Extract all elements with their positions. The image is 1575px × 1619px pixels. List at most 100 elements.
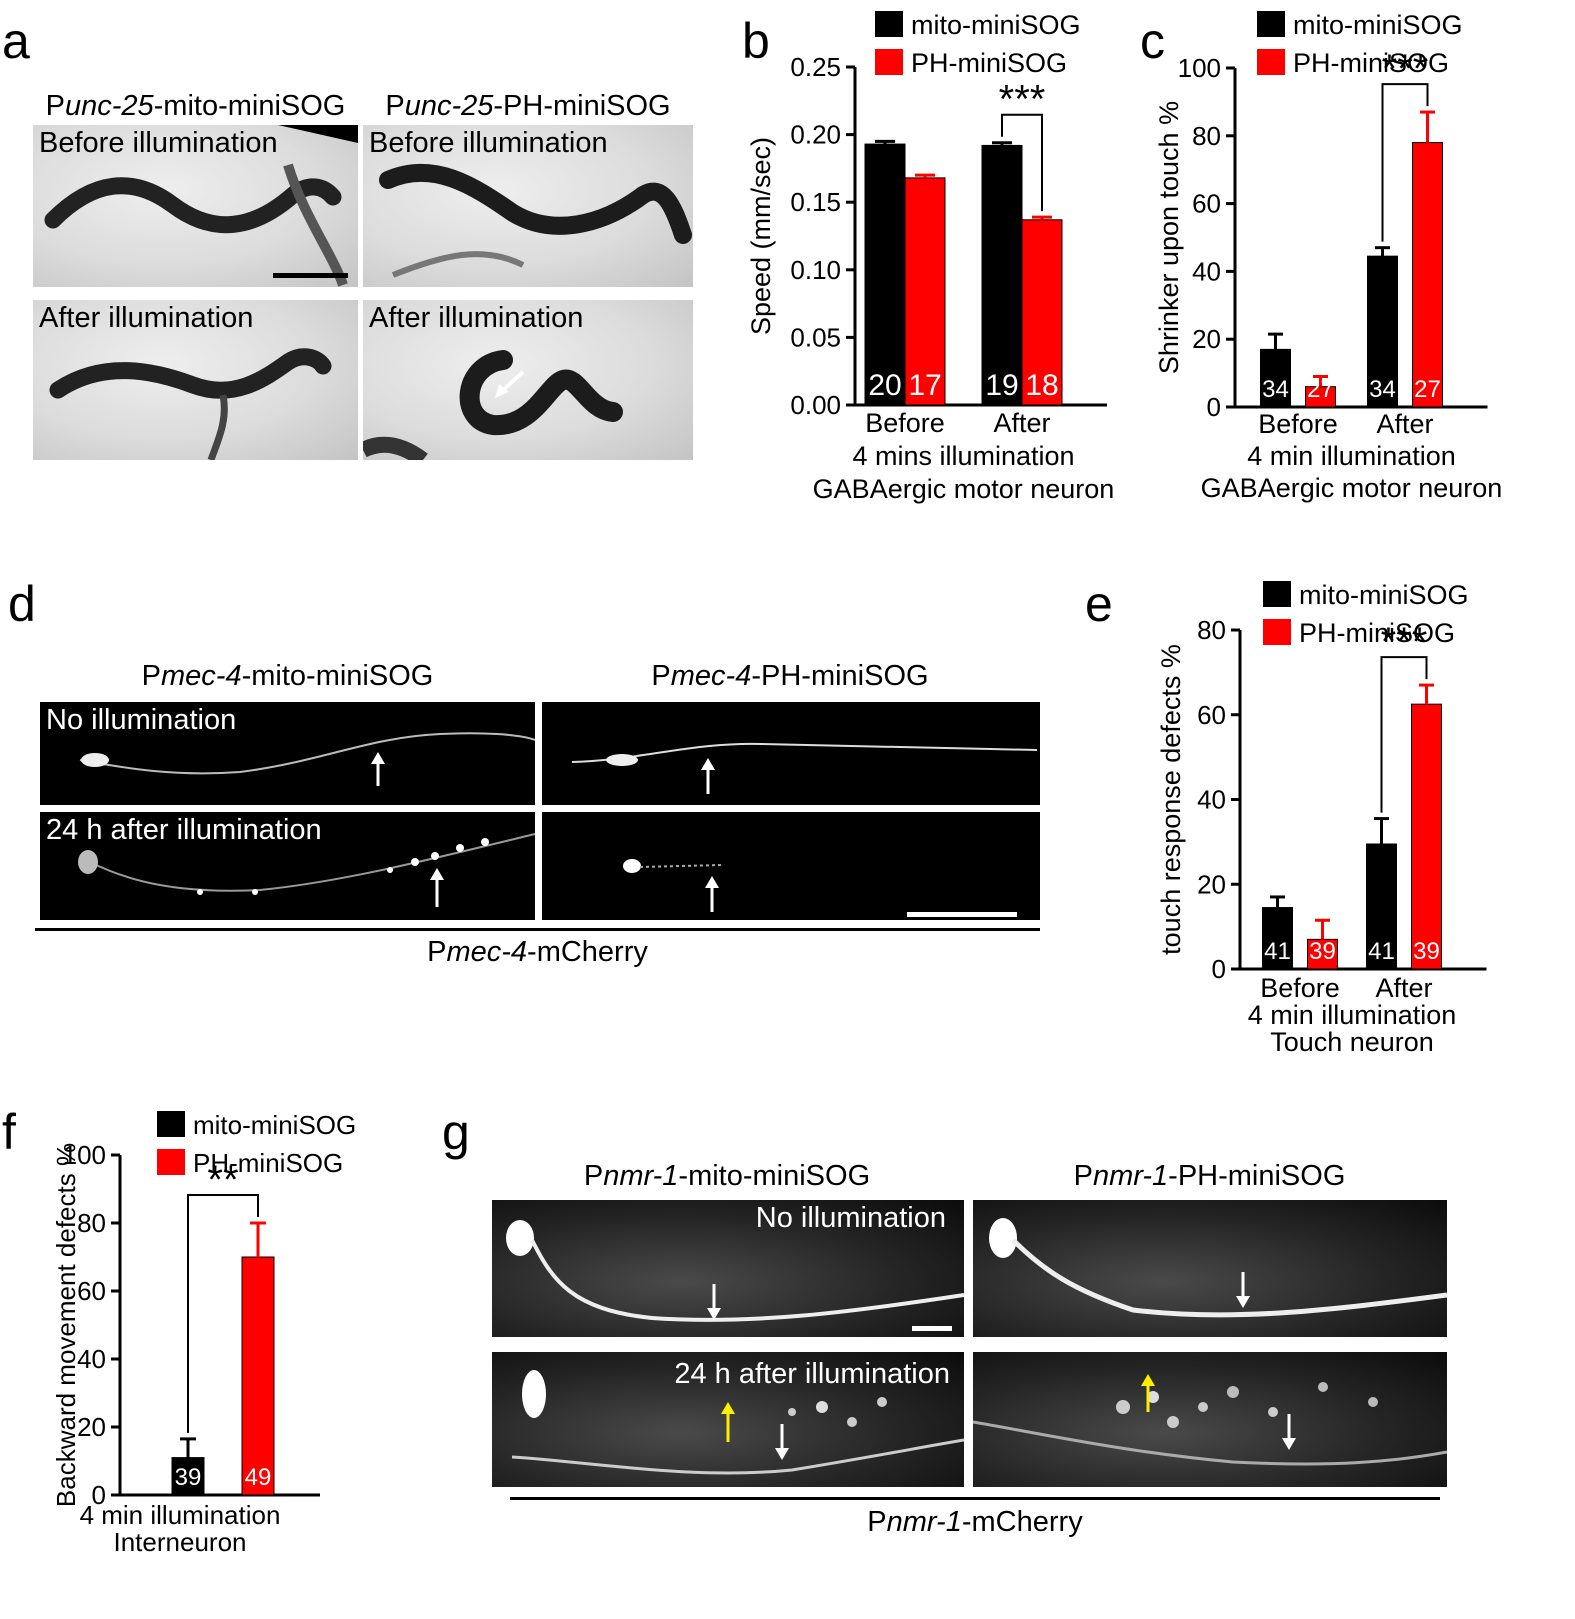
y-tick-label: 0.00 xyxy=(790,390,841,420)
n-label: 27 xyxy=(1414,376,1441,403)
n-label: 41 xyxy=(1368,938,1395,965)
panel-g-bottom-label: Pnmr-1-mCherry xyxy=(867,1506,1083,1538)
y-tick-label: 40 xyxy=(1192,256,1221,286)
panel-f-letter: f xyxy=(2,1104,16,1160)
y-tick-label: 80 xyxy=(77,1208,106,1238)
panel-e-letter: e xyxy=(1085,576,1113,632)
y-axis-label: touch response defects % xyxy=(1156,644,1186,955)
legend-label: mito-miniSOG xyxy=(911,10,1081,40)
y-tick-label: 20 xyxy=(1197,869,1226,899)
y-tick-label: 40 xyxy=(1197,785,1226,815)
n-label: 20 xyxy=(868,369,901,402)
y-tick-label: 0.15 xyxy=(790,187,841,217)
panel-a-photo-ph-before: Before illumination xyxy=(363,125,693,287)
y-tick-label: 0.10 xyxy=(790,255,841,285)
legend-swatch-mito-miniSOG xyxy=(1263,581,1291,607)
x-category-label: After xyxy=(1375,973,1432,1003)
panel-d-image-mito-24h: 24 h after illumination xyxy=(40,812,535,920)
x-category-label: After xyxy=(993,408,1050,438)
panel-g-col2-title: Pnmr-1-PH-miniSOG xyxy=(1073,1160,1346,1192)
panel-a-col1-title: Punc-25-mito-miniSOG xyxy=(45,90,346,122)
n-label: 49 xyxy=(245,1464,272,1491)
y-tick-label: 0 xyxy=(1207,392,1221,422)
y-axis-label: Backward movement defects % xyxy=(51,1143,81,1507)
panel-a-after-label: After illumination xyxy=(369,302,584,334)
x-axis-label-line: 4 min illumination xyxy=(1247,441,1456,471)
x-category-label: Before xyxy=(1260,973,1340,1003)
panel-d-col2-title: Pmec-4-PH-miniSOG xyxy=(651,660,929,692)
bar-PH-miniSOG-After xyxy=(1021,219,1063,406)
y-tick-label: 40 xyxy=(77,1344,106,1374)
legend-swatch-PH-miniSOG xyxy=(1257,49,1285,75)
significance-label: *** xyxy=(999,78,1046,122)
significance-bracket xyxy=(187,1194,259,1433)
panel-g-image-mito-24h: 24 h after illumination xyxy=(492,1352,964,1487)
bar-PH-miniSOG-Before xyxy=(1307,938,1338,970)
bar-PH-miniSOG-After xyxy=(1412,142,1443,408)
legend-swatch-mito-miniSOG xyxy=(875,11,903,37)
panel-a-letter: a xyxy=(2,13,30,69)
n-label: 34 xyxy=(1262,376,1289,403)
legend-swatch-PH-miniSOG xyxy=(1263,619,1291,645)
panel-d-col1-title: Pmec-4-mito-miniSOG xyxy=(141,660,434,692)
n-label: 18 xyxy=(1025,369,1058,402)
panel-a-before-label: Before illumination xyxy=(369,127,608,159)
legend-swatch-PH-miniSOG xyxy=(157,1149,185,1175)
bar-mito-miniSOG-After xyxy=(981,144,1023,406)
legend-label: PH-miniSOG xyxy=(911,48,1067,78)
panel-a-col2-title: Punc-25-PH-miniSOG xyxy=(385,90,671,122)
x-category-label: Before xyxy=(865,408,945,438)
n-label: 41 xyxy=(1264,938,1291,965)
n-label: 39 xyxy=(1413,938,1440,965)
panel-d-bottom-line xyxy=(35,928,1040,931)
y-tick-label: 0 xyxy=(1212,954,1226,984)
legend-label: PH-miniSOG xyxy=(193,1148,343,1178)
significance-bracket xyxy=(1380,656,1428,813)
bar-mito-miniSOG-Before xyxy=(864,143,906,406)
significance-bracket xyxy=(1381,83,1429,242)
legend-swatch-mito-miniSOG xyxy=(157,1111,185,1137)
panel-g-image-ph-no-illumination xyxy=(973,1200,1447,1337)
bar-mito-miniSOG-After xyxy=(1367,255,1398,408)
panel-b-letter: b xyxy=(742,13,770,69)
panel-c-chart: mito-miniSOG PH-miniSOG 0 20 40 60 80 100 Shrink… xyxy=(1154,10,1503,503)
n-label: 34 xyxy=(1369,376,1396,403)
panel-a-photo-mito-after: After illumination xyxy=(33,300,358,460)
panel-a-before-label: Before illumination xyxy=(39,127,278,159)
y-axis-label: Shrinker upon touch % xyxy=(1154,101,1184,374)
panel-g-image-mito-no-illumination: No illumination xyxy=(492,1200,964,1337)
legend-label: PH-miniSOG xyxy=(1293,48,1449,78)
x-axis-label-line: 4 min illumination xyxy=(80,1500,281,1530)
y-tick-label: 80 xyxy=(1192,121,1221,151)
x-axis-label-line: Interneuron xyxy=(114,1527,247,1557)
legend-label: PH-miniSOG xyxy=(1299,618,1455,648)
panel-c-letter: c xyxy=(1140,13,1165,69)
legend-swatch-mito-miniSOG xyxy=(1257,11,1285,37)
y-tick-label: 0.05 xyxy=(790,322,841,352)
panel-a-photo-mito-before: Before illumination xyxy=(33,125,358,287)
x-category-label: Before xyxy=(1258,409,1338,439)
panel-g-bottom-line xyxy=(510,1497,1440,1500)
panel-d-bottom-label: Pmec-4-mCherry xyxy=(427,936,648,968)
bar-PH-miniSOG-Before xyxy=(904,177,946,406)
y-tick-label: 20 xyxy=(1192,324,1221,354)
y-tick-label: 60 xyxy=(77,1276,106,1306)
significance-bracket xyxy=(1001,113,1043,212)
x-axis-label-line: 4 min illumination xyxy=(1248,1000,1457,1030)
panel-d-letter: d xyxy=(8,576,36,632)
bar-mito-miniSOG-After xyxy=(1366,843,1397,970)
legend-label: mito-miniSOG xyxy=(1299,580,1469,610)
legend-label: mito-miniSOG xyxy=(193,1110,356,1140)
n-label: 39 xyxy=(175,1464,202,1491)
x-axis-label-line: GABAergic motor neuron xyxy=(1201,473,1503,503)
panel-e-chart: mito-miniSOG PH-miniSOG 0 20 40 60 80 touch res… xyxy=(1156,580,1487,1057)
n-label: 27 xyxy=(1307,376,1334,403)
y-tick-label: 60 xyxy=(1192,189,1221,219)
significance-label: ** xyxy=(207,1158,238,1202)
panel-b-chart: mito-miniSOG PH-miniSOG 0.00 0.05 0.10 0.15 0.… xyxy=(746,10,1114,504)
bar-PH-miniSOG-all xyxy=(241,1256,275,1496)
y-tick-label: 100 xyxy=(1178,53,1221,83)
y-axis-label: Speed (mm/sec) xyxy=(746,137,776,335)
y-tick-label: 0 xyxy=(92,1480,106,1510)
panel-g-col1-title: Pnmr-1-mito-miniSOG xyxy=(583,1160,871,1192)
